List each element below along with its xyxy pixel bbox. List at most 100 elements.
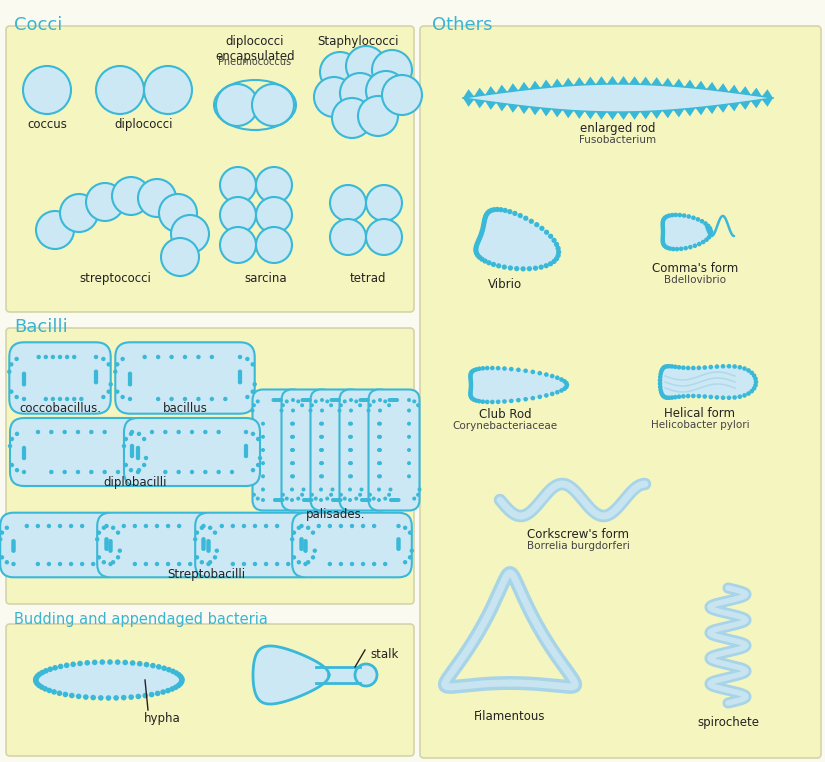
Polygon shape [651, 77, 662, 85]
Text: Pneumococcus: Pneumococcus [219, 57, 291, 67]
Polygon shape [751, 88, 762, 97]
Circle shape [203, 430, 208, 434]
Circle shape [115, 659, 120, 665]
Circle shape [219, 523, 224, 528]
Circle shape [163, 470, 167, 474]
Circle shape [7, 443, 12, 448]
Circle shape [42, 686, 48, 692]
Circle shape [104, 545, 109, 549]
Circle shape [667, 395, 672, 400]
Circle shape [661, 236, 665, 241]
Circle shape [521, 266, 526, 271]
Polygon shape [607, 76, 618, 84]
Circle shape [252, 562, 257, 566]
Circle shape [299, 541, 304, 546]
Circle shape [44, 397, 48, 402]
Circle shape [516, 398, 521, 402]
Circle shape [35, 562, 40, 566]
Circle shape [136, 446, 140, 450]
Circle shape [68, 523, 73, 528]
Circle shape [290, 435, 294, 439]
Polygon shape [596, 76, 607, 85]
Circle shape [33, 679, 39, 684]
Circle shape [44, 355, 48, 359]
Circle shape [129, 468, 133, 472]
Circle shape [296, 497, 300, 501]
Circle shape [21, 376, 26, 380]
Circle shape [348, 474, 352, 479]
Circle shape [387, 493, 391, 497]
Circle shape [365, 398, 369, 402]
Circle shape [279, 398, 283, 402]
Circle shape [256, 497, 260, 501]
Circle shape [661, 242, 666, 246]
Circle shape [12, 562, 16, 566]
Circle shape [474, 244, 478, 249]
Circle shape [238, 355, 243, 359]
Circle shape [348, 488, 352, 491]
Circle shape [670, 213, 675, 217]
Circle shape [50, 355, 55, 359]
Circle shape [361, 498, 365, 502]
Circle shape [292, 530, 296, 535]
Circle shape [121, 695, 126, 700]
Circle shape [299, 523, 304, 528]
Circle shape [382, 75, 422, 115]
Circle shape [206, 562, 210, 566]
Circle shape [291, 474, 295, 479]
Circle shape [498, 207, 503, 213]
Circle shape [285, 497, 289, 501]
Circle shape [220, 167, 256, 203]
Circle shape [104, 539, 109, 543]
Circle shape [280, 493, 285, 497]
Circle shape [135, 693, 141, 700]
Circle shape [144, 523, 148, 528]
FancyBboxPatch shape [9, 342, 111, 414]
Circle shape [206, 539, 210, 543]
Circle shape [686, 366, 691, 370]
Circle shape [502, 399, 507, 404]
Circle shape [230, 470, 234, 474]
Circle shape [116, 530, 120, 535]
Circle shape [752, 373, 757, 378]
Circle shape [378, 474, 382, 479]
Circle shape [39, 684, 45, 690]
Circle shape [469, 380, 474, 385]
Circle shape [203, 470, 208, 474]
Circle shape [122, 660, 128, 665]
Circle shape [128, 373, 132, 378]
Circle shape [695, 217, 700, 222]
Circle shape [70, 661, 76, 667]
Circle shape [702, 365, 707, 370]
Circle shape [58, 664, 64, 669]
Text: Staphylococci: Staphylococci [318, 35, 398, 48]
Circle shape [304, 539, 308, 543]
Circle shape [72, 397, 77, 402]
Polygon shape [540, 79, 552, 88]
Circle shape [490, 400, 495, 405]
Circle shape [665, 214, 669, 219]
Circle shape [396, 539, 401, 543]
Circle shape [360, 498, 364, 502]
Polygon shape [685, 79, 695, 88]
Circle shape [256, 437, 261, 441]
Circle shape [329, 398, 333, 402]
Circle shape [304, 549, 308, 553]
Circle shape [480, 226, 486, 231]
Circle shape [486, 260, 492, 265]
Circle shape [349, 408, 353, 412]
Circle shape [658, 372, 663, 376]
Circle shape [244, 454, 248, 458]
Circle shape [753, 383, 758, 388]
Circle shape [86, 183, 124, 221]
Polygon shape [573, 110, 585, 119]
Circle shape [216, 430, 221, 434]
Circle shape [496, 366, 501, 370]
Circle shape [0, 530, 4, 535]
Circle shape [396, 523, 401, 528]
Circle shape [136, 450, 140, 454]
Circle shape [709, 365, 713, 370]
Circle shape [556, 249, 561, 255]
Circle shape [396, 541, 401, 546]
Circle shape [662, 364, 667, 369]
